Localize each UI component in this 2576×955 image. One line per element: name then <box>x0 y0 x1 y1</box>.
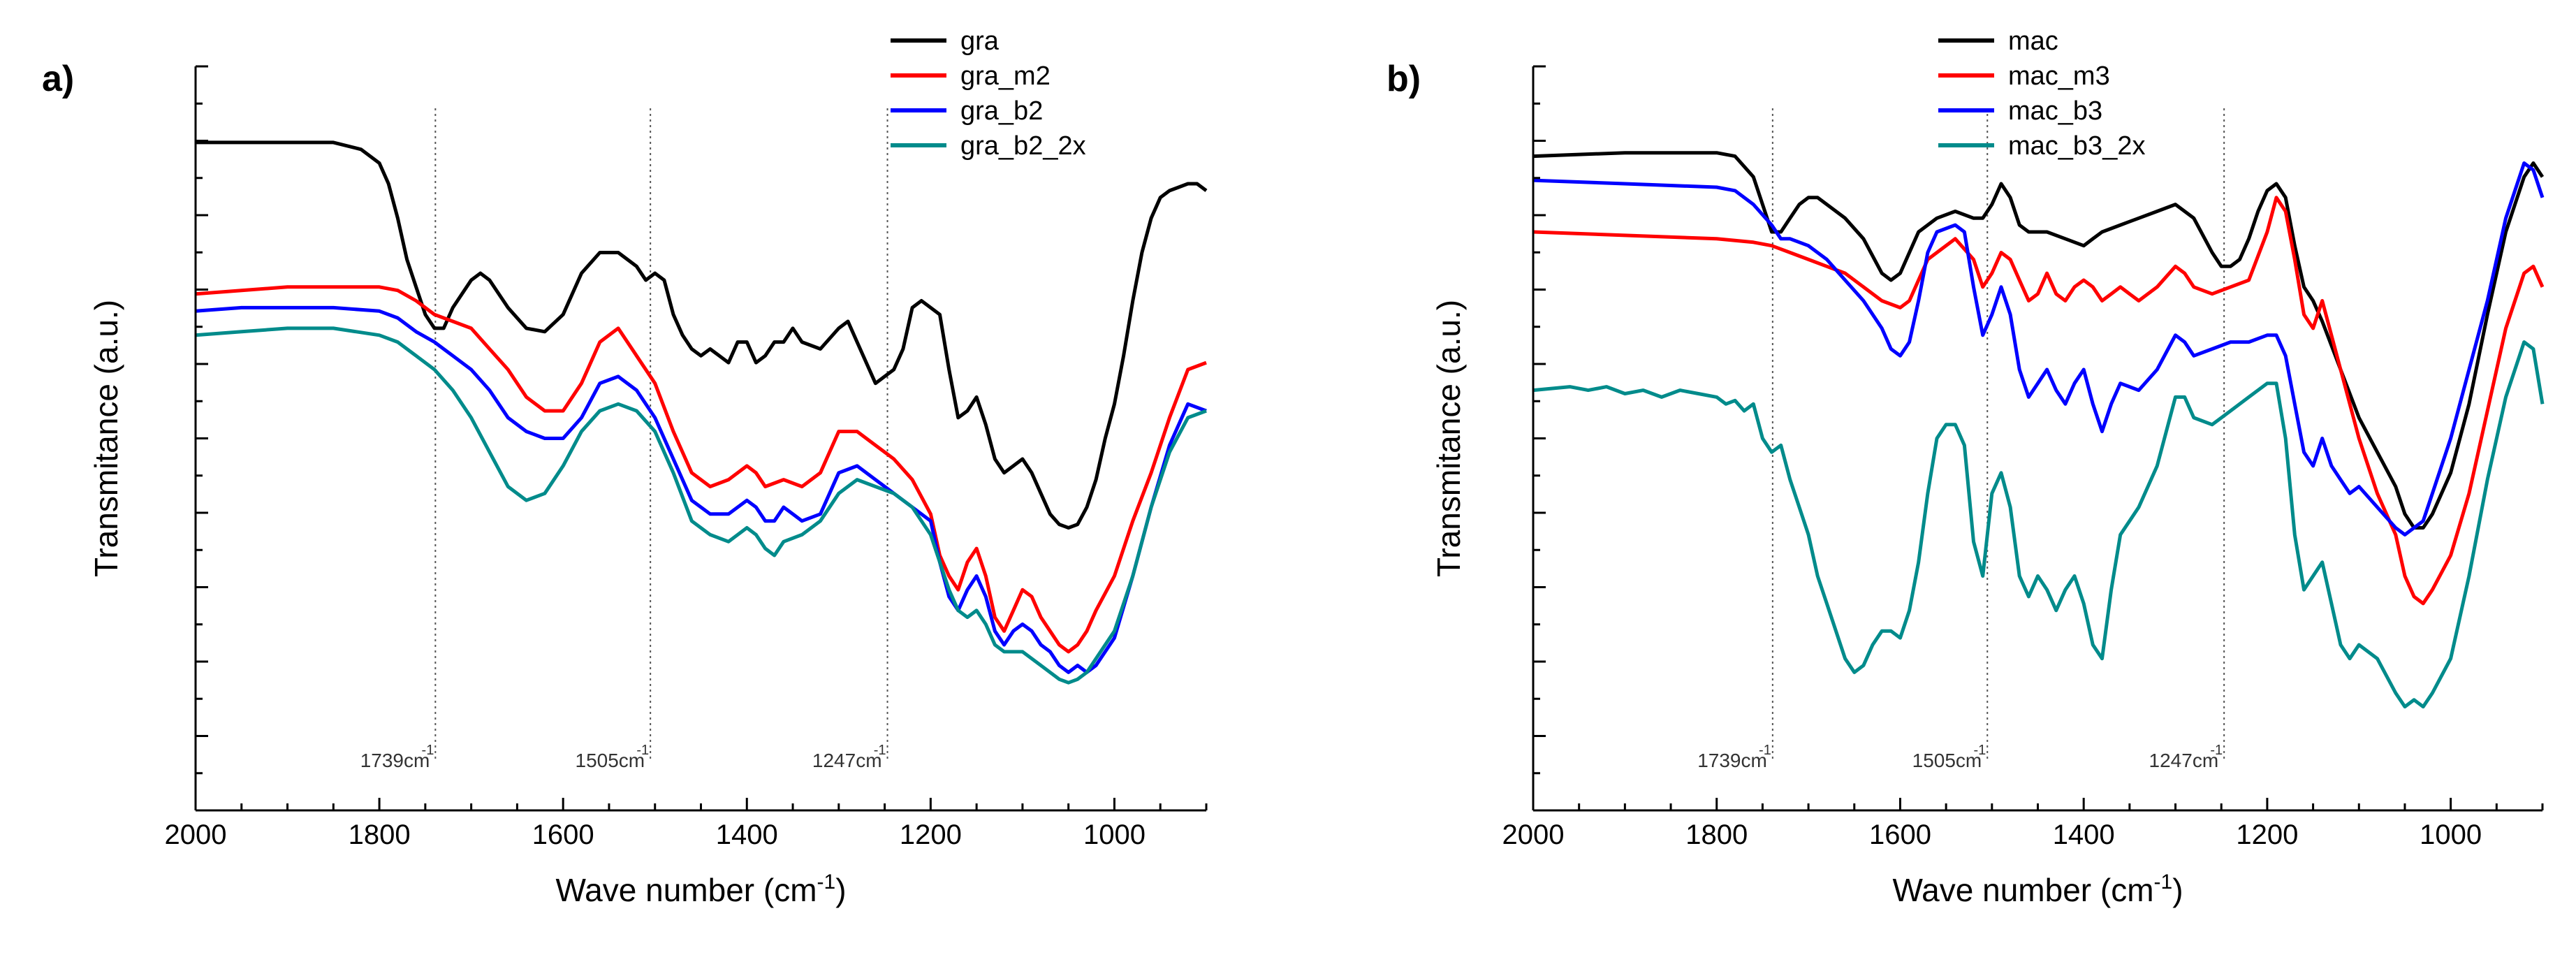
legend-label-mac: mac <box>2008 27 2058 56</box>
y-axis-title: Transmitance (a.u.) <box>1430 300 1467 577</box>
x-axis-title: Wave number (cm-1) <box>1892 870 2183 908</box>
series-line-gra_b2 <box>195 305 1207 674</box>
x-axis-title-main: Wave number (cm <box>1892 872 2153 908</box>
legend-label-gra_b2_2x: gra_b2_2x <box>960 131 1086 161</box>
legend-label-mac_b3_2x: mac_b3_2x <box>2008 131 2145 161</box>
x-tick-label: 1600 <box>532 819 594 850</box>
x-axis-title-sup: -1 <box>817 870 836 894</box>
x-tick-label: 1000 <box>2420 819 2482 850</box>
x-axis-title-end: ) <box>835 872 846 908</box>
x-tick-label: 1800 <box>1685 819 1748 850</box>
x-tick-label: 1200 <box>900 819 962 850</box>
annotation-label-sup: -1 <box>1973 743 1986 758</box>
x-tick-label: 2000 <box>1502 819 1565 850</box>
x-axis-title-sup: -1 <box>2154 870 2173 894</box>
panel-label: b) <box>1386 59 1421 99</box>
x-tick-label: 2000 <box>165 819 227 850</box>
series-line-gra_b2_2x <box>195 326 1207 685</box>
x-tick-label: 1400 <box>716 819 778 850</box>
x-axis-title-main: Wave number (cm <box>555 872 817 908</box>
annotation-label: 1247cm <box>812 750 882 771</box>
series-line-gra_m2 <box>195 285 1207 654</box>
x-tick-label: 1000 <box>1083 819 1146 850</box>
legend-label-mac_b3: mac_b3 <box>2008 96 2102 126</box>
annotation-label: 1247cm <box>2149 750 2219 771</box>
series-line-mac_m3 <box>1532 196 2545 606</box>
series-line-gra <box>196 140 1208 530</box>
y-axis-title: Transmitance (a.u.) <box>88 300 124 577</box>
series-line-mac_b3 <box>1532 161 2545 537</box>
annotation-label-sup: -1 <box>874 743 886 758</box>
annotation-label: 1739cm <box>360 750 430 771</box>
x-tick-label: 1400 <box>2053 819 2115 850</box>
annotation-label: 1505cm <box>1912 750 1982 771</box>
legend-label-gra_m2: gra_m2 <box>960 61 1051 91</box>
series-line-mac_b3_2x <box>1532 340 2545 709</box>
annotation-label: 1505cm <box>576 750 645 771</box>
annotation-label-sup: -1 <box>1759 743 1771 758</box>
legend-label-gra: gra <box>960 27 1000 56</box>
annotation-label: 1739cm <box>1697 750 1767 771</box>
series-line-mac <box>1532 151 2545 530</box>
x-tick-label: 1800 <box>349 819 411 850</box>
legend-label-mac_m3: mac_m3 <box>2008 61 2110 91</box>
panel-label: a) <box>42 59 74 99</box>
x-axis-title: Wave number (cm-1) <box>555 870 846 908</box>
x-axis-title-end: ) <box>2172 872 2183 908</box>
annotation-label-sup: -1 <box>2210 743 2223 758</box>
x-tick-label: 1200 <box>2236 819 2298 850</box>
legend-label-gra_b2: gra_b2 <box>960 96 1043 126</box>
annotation-label-sup: -1 <box>636 743 649 758</box>
x-tick-label: 1600 <box>1869 819 1931 850</box>
annotation-label-sup: -1 <box>422 743 434 758</box>
